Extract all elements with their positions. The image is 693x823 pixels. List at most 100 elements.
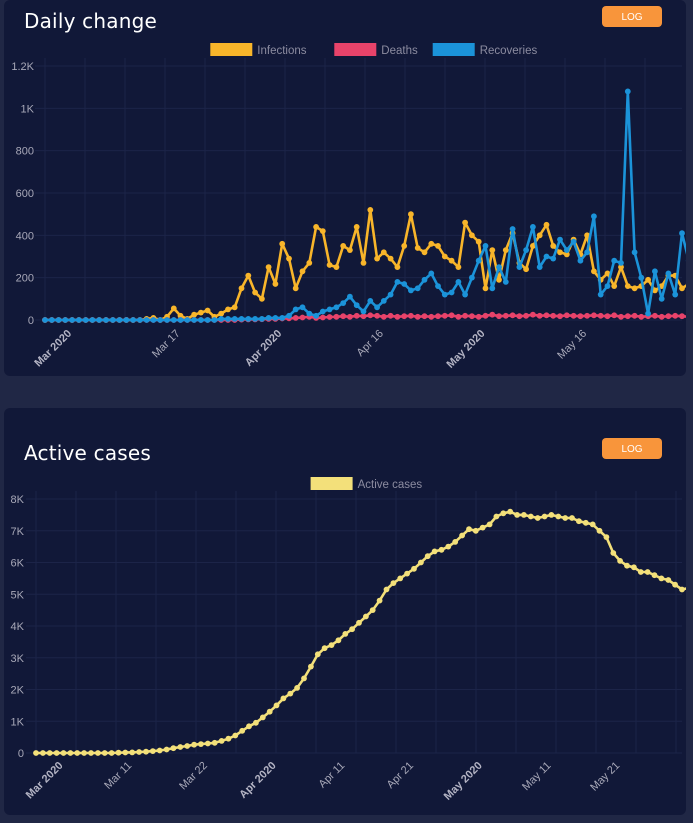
data-point[interactable] xyxy=(624,283,631,289)
data-point[interactable] xyxy=(611,257,618,264)
data-point[interactable] xyxy=(658,575,665,582)
data-point[interactable] xyxy=(665,577,672,583)
data-point[interactable] xyxy=(232,732,239,739)
data-point[interactable] xyxy=(550,312,557,319)
data-point[interactable] xyxy=(479,524,486,531)
data-point[interactable] xyxy=(421,249,428,256)
data-point[interactable] xyxy=(486,521,493,528)
data-point[interactable] xyxy=(218,310,225,317)
data-point[interactable] xyxy=(360,313,367,320)
data-point[interactable] xyxy=(557,249,563,256)
data-point[interactable] xyxy=(408,211,414,218)
data-point[interactable] xyxy=(238,285,245,292)
data-point[interactable] xyxy=(418,559,424,566)
data-point[interactable] xyxy=(414,285,421,292)
data-point[interactable] xyxy=(374,312,380,319)
data-point[interactable] xyxy=(231,304,238,311)
data-point[interactable] xyxy=(394,313,401,320)
data-point[interactable] xyxy=(231,316,238,322)
data-point[interactable] xyxy=(238,316,245,322)
data-point[interactable] xyxy=(401,313,408,320)
data-point[interactable] xyxy=(603,534,610,540)
data-point[interactable] xyxy=(452,539,459,545)
data-point[interactable] xyxy=(679,313,685,320)
data-point[interactable] xyxy=(536,312,543,319)
data-point[interactable] xyxy=(618,313,624,320)
data-point[interactable] xyxy=(191,311,198,318)
data-point[interactable] xyxy=(455,279,462,285)
data-point[interactable] xyxy=(130,317,136,323)
data-point[interactable] xyxy=(679,285,685,292)
data-point[interactable] xyxy=(421,313,428,320)
data-point[interactable] xyxy=(611,312,618,319)
data-point[interactable] xyxy=(466,526,472,533)
data-point[interactable] xyxy=(604,313,611,320)
data-point[interactable] xyxy=(624,313,631,320)
data-point[interactable] xyxy=(292,285,299,292)
data-point[interactable] xyxy=(252,316,258,322)
data-point[interactable] xyxy=(367,298,374,304)
data-point[interactable] xyxy=(184,317,191,323)
data-point[interactable] xyxy=(428,240,435,247)
data-point[interactable] xyxy=(143,317,150,323)
data-point[interactable] xyxy=(617,558,623,564)
data-point[interactable] xyxy=(308,663,314,670)
data-point[interactable] xyxy=(502,279,509,285)
data-point[interactable] xyxy=(475,238,482,245)
legend-item[interactable]: Active cases xyxy=(310,477,423,491)
data-point[interactable] xyxy=(555,513,562,520)
data-point[interactable] xyxy=(204,307,211,314)
data-point[interactable] xyxy=(638,313,645,320)
data-point[interactable] xyxy=(294,685,300,691)
data-point[interactable] xyxy=(548,512,555,518)
data-point[interactable] xyxy=(591,213,597,220)
data-point[interactable] xyxy=(435,283,441,289)
data-point[interactable] xyxy=(597,291,604,298)
data-point[interactable] xyxy=(507,508,514,515)
data-point[interactable] xyxy=(618,260,624,266)
data-point[interactable] xyxy=(170,317,177,323)
data-point[interactable] xyxy=(116,317,123,323)
data-point[interactable] xyxy=(347,247,353,254)
data-point[interactable] xyxy=(367,207,374,213)
data-point[interactable] xyxy=(225,735,232,742)
data-point[interactable] xyxy=(225,316,231,322)
data-point[interactable] xyxy=(652,268,658,275)
data-point[interactable] xyxy=(570,238,577,245)
data-point[interactable] xyxy=(340,243,347,249)
data-point[interactable] xyxy=(543,221,550,228)
data-point[interactable] xyxy=(604,270,611,277)
data-point[interactable] xyxy=(60,750,67,756)
data-point[interactable] xyxy=(353,302,360,309)
data-point[interactable] xyxy=(259,316,265,322)
data-point[interactable] xyxy=(40,750,46,756)
data-point[interactable] xyxy=(509,226,516,232)
data-point[interactable] xyxy=(62,317,69,323)
data-point[interactable] xyxy=(191,741,198,748)
data-point[interactable] xyxy=(33,750,39,756)
data-point[interactable] xyxy=(380,298,387,304)
data-point[interactable] xyxy=(360,260,367,266)
data-point[interactable] xyxy=(394,279,401,285)
data-point[interactable] xyxy=(604,283,611,289)
data-point[interactable] xyxy=(265,315,272,321)
data-point[interactable] xyxy=(611,283,618,289)
data-point[interactable] xyxy=(624,88,631,95)
data-point[interactable] xyxy=(610,550,617,556)
data-point[interactable] xyxy=(108,750,115,756)
data-point[interactable] xyxy=(570,312,577,319)
data-point[interactable] xyxy=(149,748,156,754)
data-point[interactable] xyxy=(591,312,597,319)
data-point[interactable] xyxy=(301,675,307,682)
data-point[interactable] xyxy=(306,260,313,266)
data-point[interactable] xyxy=(514,512,520,518)
data-point[interactable] xyxy=(177,317,184,323)
data-point[interactable] xyxy=(198,309,204,316)
data-point[interactable] xyxy=(527,513,534,520)
data-point[interactable] xyxy=(472,527,479,534)
data-point[interactable] xyxy=(55,317,62,323)
data-point[interactable] xyxy=(469,232,475,239)
data-point[interactable] xyxy=(475,313,482,320)
data-point[interactable] xyxy=(211,317,218,323)
data-point[interactable] xyxy=(273,702,280,709)
